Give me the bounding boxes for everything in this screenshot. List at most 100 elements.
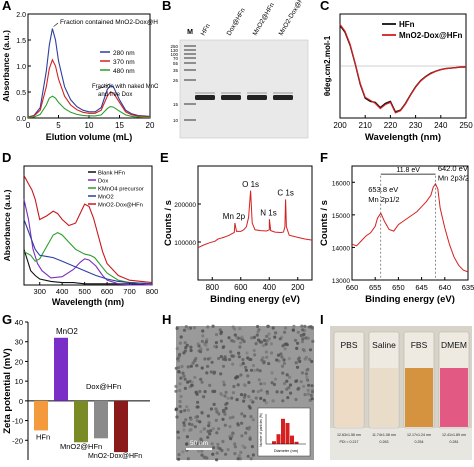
nanoparticle bbox=[236, 457, 240, 461]
nanoparticle bbox=[174, 389, 178, 393]
nanoparticle bbox=[177, 457, 181, 461]
nanoparticle bbox=[247, 427, 251, 431]
annotation: Mn 2p3/2 bbox=[438, 174, 469, 183]
nanoparticle bbox=[305, 375, 309, 379]
nanoparticle bbox=[185, 405, 189, 409]
x-tick-label: 250 bbox=[459, 121, 473, 130]
panel-label-i: I bbox=[320, 312, 324, 327]
histogram-bar bbox=[294, 441, 299, 444]
nanoparticle bbox=[202, 427, 206, 431]
series-line-0 bbox=[197, 190, 313, 249]
category-label: Dox@HFn bbox=[86, 382, 121, 391]
lane-label: Dox@HFn bbox=[226, 7, 247, 37]
nanoparticle bbox=[204, 340, 208, 344]
pdi-readout: 0.263 bbox=[380, 440, 389, 444]
nanoparticle bbox=[237, 351, 241, 355]
inset-y-label: Number of particles (%) bbox=[259, 413, 263, 446]
lane-label: MnO2@HFn bbox=[252, 1, 277, 37]
nanoparticle bbox=[271, 399, 275, 403]
nanoparticle bbox=[285, 373, 289, 377]
nanoparticle bbox=[213, 344, 217, 349]
annotation-arrow bbox=[95, 83, 111, 91]
nanoparticle bbox=[180, 364, 184, 369]
nanoparticle bbox=[248, 406, 252, 410]
series-line-1 bbox=[23, 199, 152, 286]
nanoparticle bbox=[210, 442, 214, 446]
inset-x-label: Diameter (nm) bbox=[274, 449, 299, 453]
nanoparticle bbox=[198, 420, 202, 424]
nanoparticle bbox=[241, 358, 245, 362]
nanoparticle bbox=[212, 402, 216, 406]
size-readout: 12.41±1.89 nm bbox=[442, 433, 466, 437]
nanoparticle bbox=[285, 379, 289, 383]
x-tick-label: 800 bbox=[206, 283, 220, 292]
ladder-band bbox=[184, 57, 196, 59]
mw-label: 130 bbox=[170, 48, 178, 53]
nanoparticle bbox=[259, 396, 263, 400]
scale-bar-label: 50 nm bbox=[190, 440, 208, 447]
nanoparticle bbox=[182, 421, 186, 425]
nanoparticle bbox=[200, 366, 204, 370]
nanoparticle bbox=[270, 381, 274, 385]
nanoparticle bbox=[175, 347, 179, 351]
nanoparticle bbox=[215, 410, 219, 414]
nanoparticle bbox=[282, 381, 287, 386]
protein-band bbox=[221, 95, 241, 100]
nanoparticle bbox=[224, 406, 228, 410]
nanoparticle bbox=[229, 437, 233, 441]
nanoparticle bbox=[239, 393, 244, 397]
y-axis-label: Absorbance (a.u.) bbox=[1, 30, 11, 102]
x-tick-label: 20 bbox=[146, 121, 155, 130]
band-halo bbox=[221, 92, 241, 94]
nanoparticle bbox=[222, 383, 226, 387]
nanoparticle bbox=[184, 418, 188, 422]
nanoparticle bbox=[215, 458, 219, 462]
series-line-3 bbox=[23, 219, 153, 285]
nanoparticle bbox=[280, 390, 284, 394]
nanoparticle bbox=[295, 365, 300, 369]
nanoparticle bbox=[278, 337, 282, 341]
nanoparticle bbox=[239, 363, 243, 367]
nanoparticle bbox=[182, 423, 186, 427]
nanoparticle bbox=[253, 368, 257, 373]
nanoparticle bbox=[297, 386, 301, 390]
category-label: MnO2 bbox=[56, 327, 78, 336]
nanoparticle bbox=[224, 358, 228, 362]
legend-entry: MnO2 bbox=[98, 195, 114, 201]
nanoparticle bbox=[252, 348, 256, 353]
nanoparticle bbox=[265, 334, 269, 338]
nanoparticle bbox=[183, 377, 187, 381]
nanoparticle bbox=[231, 431, 235, 435]
nanoparticle bbox=[215, 451, 219, 455]
nanoparticle bbox=[301, 328, 305, 332]
nanoparticle bbox=[307, 325, 311, 329]
nanoparticle bbox=[211, 324, 215, 328]
series-line-0 bbox=[27, 28, 151, 118]
panel-d: D 300 400 500 600 700 800 Blank HFn Dox KMnO4 pr… bbox=[0, 150, 158, 307]
x-tick-label: 5 bbox=[56, 121, 61, 130]
x-tick-label: 300 bbox=[33, 287, 46, 296]
nanoparticle bbox=[309, 393, 313, 397]
nanoparticle bbox=[246, 374, 250, 378]
nanoparticle bbox=[186, 327, 190, 331]
nanoparticle bbox=[232, 384, 236, 389]
nanoparticle bbox=[228, 416, 232, 420]
nanoparticle bbox=[311, 339, 315, 343]
nanoparticle bbox=[221, 345, 225, 349]
chart-d: 300 400 500 600 700 800 Blank HFn Dox KMnO4 prec… bbox=[2, 165, 158, 307]
ladder-band bbox=[184, 49, 196, 51]
nanoparticle bbox=[265, 355, 269, 359]
mw-label: 15 bbox=[173, 102, 179, 107]
y-tick-label: 1.5 bbox=[16, 38, 26, 45]
y-tick-label: 0.5 bbox=[16, 90, 26, 97]
nanoparticle bbox=[248, 437, 252, 441]
series-line-4 bbox=[23, 175, 153, 284]
nanoparticle bbox=[179, 335, 183, 339]
nanoparticle bbox=[223, 412, 227, 416]
nanoparticle bbox=[236, 422, 240, 426]
nanoparticle bbox=[238, 345, 242, 349]
nanoparticle bbox=[259, 382, 263, 386]
nanoparticle bbox=[279, 352, 283, 356]
protein-band bbox=[273, 95, 293, 100]
x-tick-label: 635 bbox=[462, 283, 474, 292]
